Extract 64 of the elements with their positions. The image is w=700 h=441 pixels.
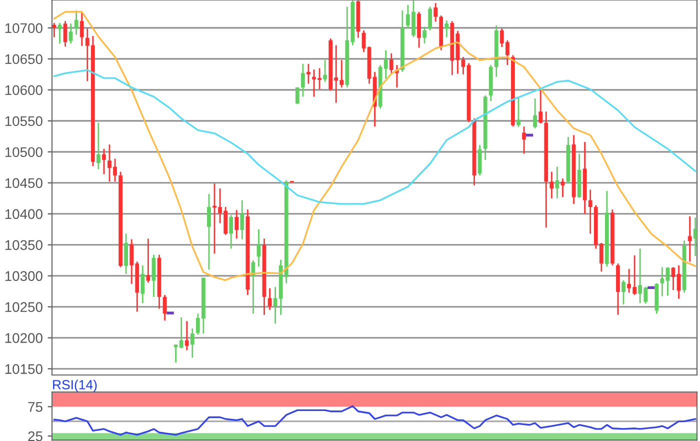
candlestick [74,10,78,36]
candlestick [179,316,184,350]
candlestick [102,148,106,175]
candlestick [428,6,432,32]
y-tick-label: 10200 [5,333,42,343]
candlestick [522,126,526,154]
y-tick-label: 75 [28,402,42,412]
candlestick [234,209,239,240]
line-series [53,405,696,436]
candlestick [80,11,84,47]
candlestick [693,216,697,257]
candlestick [622,279,626,306]
candlestick [660,266,664,297]
y-tick-label: 10300 [5,271,42,281]
candlestick [207,193,211,270]
y-tick-label: 10550 [5,116,42,126]
y-tick-label: 10500 [5,147,42,158]
candlestick [444,20,449,38]
candlestick [273,286,278,324]
candlestick [533,98,537,129]
line-series [53,10,696,281]
candlestick [555,166,560,200]
candlestick [389,52,394,76]
candlestick [422,26,426,44]
candlestick [63,20,68,48]
chart-title: RSI(14) [53,380,97,392]
candlestick [190,328,194,358]
candlestick [240,200,244,240]
candlestick [461,56,466,76]
candlestick [300,63,305,98]
candlestick [184,320,189,351]
candlestick [268,288,272,311]
candlestick [174,344,178,364]
y-tick-label: 10400 [5,209,42,220]
y-tick-label: 10650 [5,54,42,64]
candlestick [538,88,543,124]
candlestick [362,30,366,53]
candlestick [295,86,300,105]
candlestick [124,232,128,275]
y-tick-label: 25 [28,431,42,441]
candlestick [146,238,150,284]
candlestick [434,2,438,22]
candlestick [516,96,520,128]
candlestick [666,266,670,296]
candlestick [550,171,554,200]
candlestick [588,188,592,234]
y-tick-label: 10450 [5,178,42,188]
y-tick-label: 10250 [5,302,42,312]
candlestick [323,59,327,83]
y-tick-label: 10150 [5,364,42,374]
candlestick [306,63,310,84]
candlestick [688,216,692,262]
y-tick-label: 10700 [5,23,42,34]
candlestick [68,22,73,44]
y-tick-label: 10350 [5,240,42,250]
candlestick [140,264,145,304]
candlestick [251,260,256,314]
line-series [53,69,696,205]
candlestick [229,214,234,250]
candlestick [560,178,565,198]
y-tick-label: 10600 [5,85,42,96]
candlestick [152,254,156,298]
candlestick [384,50,388,80]
candlestick [96,122,100,170]
